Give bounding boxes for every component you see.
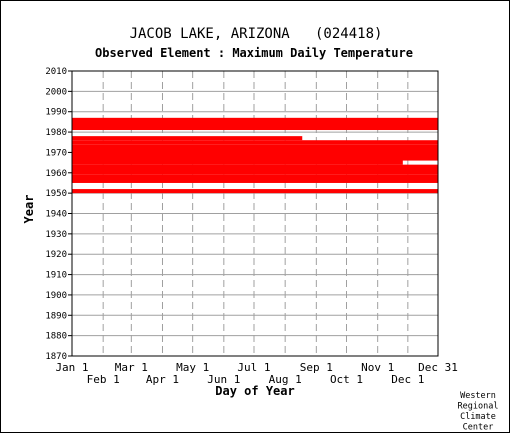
x-tick-label: Apr 1 [146,373,179,386]
credit-line: Regional [458,402,499,412]
y-tick-label: 1910 [45,271,67,281]
y-tick-label: 1870 [45,352,67,362]
y-axis-ticks: 2010 2000 1990 1980 1970 1960 1950 1940 1930 1920… [45,67,72,362]
chart-subtitle: Observed Element : Maximum Daily Tempera… [95,46,413,60]
y-tick-label: 1890 [45,311,67,321]
x-tick-label: Dec 31 [418,361,458,374]
y-tick-label: 2000 [45,87,67,97]
y-tick-label: 1900 [45,291,67,301]
chart-title: JACOB LAKE, ARIZONA (024418) [130,26,383,42]
y-tick-label: 1940 [45,210,67,220]
y-tick-label: 1920 [45,250,67,260]
coverage-band [72,158,403,165]
credit-line: Center [463,423,494,433]
credit-line: Climate [460,412,496,422]
y-tick-label: 1880 [45,332,67,342]
x-tick-label: Jul 1 [237,361,270,374]
y-tick-label: 1970 [45,148,67,158]
x-tick-label: May 1 [176,361,209,374]
x-tick-label: Aug 1 [269,373,302,386]
coverage-band [72,117,438,131]
data-marks [72,117,438,194]
coverage-band [72,144,438,161]
x-tick-label: Dec 1 [391,373,424,386]
y-axis-label: Year [22,195,36,224]
y-tick-label: 1990 [45,108,67,118]
y-tick-label: 2010 [45,67,67,77]
coverage-band [72,174,438,183]
x-tick-label: Nov 1 [361,361,394,374]
credit-line: Western [460,391,496,401]
x-tick-label: Jun 1 [207,373,240,386]
coverage-band [72,164,438,175]
x-tick-label: Sep 1 [300,361,333,374]
x-tick-label: Jan 1 [55,361,88,374]
x-tick-label: Oct 1 [330,373,363,386]
y-tick-label: 1960 [45,169,67,179]
coverage-band [72,140,438,145]
x-tick-label: Feb 1 [87,373,120,386]
x-tick-label: Mar 1 [115,361,148,374]
grid [72,70,438,357]
y-tick-label: 1980 [45,128,67,138]
coverage-band [72,136,303,141]
x-axis-label: Day of Year [215,384,294,398]
x-axis-ticks: Jan 1 Mar 1 May 1 Jul 1 Sep 1 Nov 1 Dec 31 Feb … [55,361,457,386]
y-tick-label: 1950 [45,189,67,199]
y-tick-label: 1930 [45,230,67,240]
coverage-band [72,189,438,194]
